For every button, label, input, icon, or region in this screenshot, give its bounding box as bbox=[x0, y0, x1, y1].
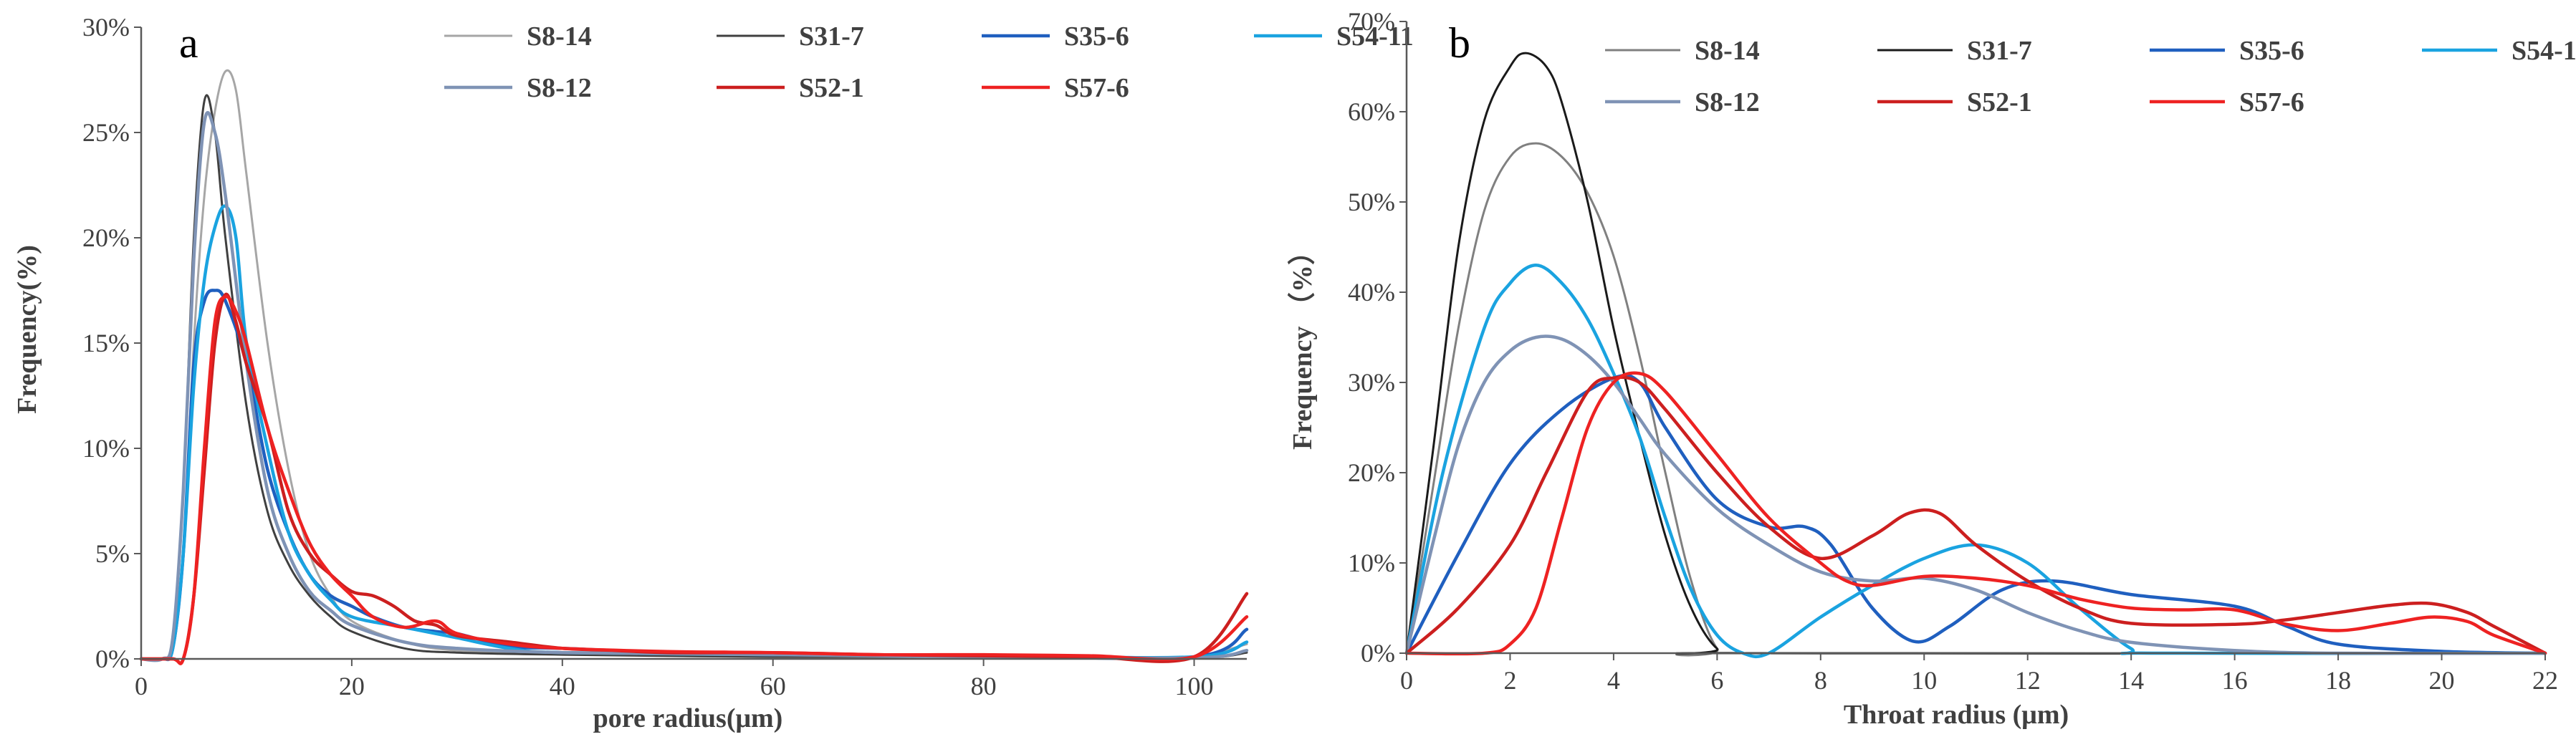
legend-label: S31-7 bbox=[1967, 36, 2032, 66]
legend-item: S57-6 bbox=[982, 73, 1129, 103]
x-tick-label: 18 bbox=[2325, 666, 2351, 695]
legend-label: S35-6 bbox=[1064, 21, 1129, 52]
y-tick-label: 10% bbox=[82, 434, 130, 463]
y-tick-label: 40% bbox=[1348, 278, 1395, 307]
panel-a-chart: 0% 5% 10% 15% 20% 25% 30% 0 20 40 60 80 100 a pore r… bbox=[12, 13, 1414, 733]
y-tick-label: 20% bbox=[82, 223, 130, 252]
legend-label: S54-11 bbox=[1336, 21, 1414, 52]
y-tick-label: 20% bbox=[1348, 458, 1395, 487]
legend-label: S54-11 bbox=[2512, 36, 2576, 66]
series-line-s57-6 bbox=[139, 294, 1249, 665]
legend-item: S8-12 bbox=[444, 73, 592, 103]
x-tick-label: 100 bbox=[1175, 672, 1214, 700]
series-line-s54-11 bbox=[1404, 263, 2547, 659]
legend-item: S8-12 bbox=[1605, 87, 1760, 117]
panel-a-y-axis-label: Frequency(%) bbox=[12, 245, 42, 414]
panel-b-x-axis-label: Throat radius (μm) bbox=[1844, 700, 2069, 730]
y-tick-label: 15% bbox=[82, 329, 130, 357]
legend-label: S57-6 bbox=[1064, 73, 1129, 103]
x-tick-label: 12 bbox=[2015, 666, 2041, 695]
legend-item: S57-6 bbox=[2150, 87, 2304, 117]
x-tick-label: 60 bbox=[760, 672, 786, 700]
x-tick-label: 40 bbox=[550, 672, 575, 700]
y-tick-label: 25% bbox=[82, 118, 130, 147]
x-tick-label: 4 bbox=[1607, 666, 1620, 695]
legend-item: S31-7 bbox=[1877, 36, 2032, 66]
legend-item: S35-6 bbox=[982, 21, 1129, 52]
legend-item: S31-7 bbox=[717, 21, 864, 52]
legend-label: S52-1 bbox=[799, 73, 864, 103]
x-tick-label: 10 bbox=[1911, 666, 1937, 695]
legend-item: S8-14 bbox=[444, 21, 592, 52]
panel-a-x-axis-label: pore radius(μm) bbox=[593, 703, 783, 733]
x-tick-label: 8 bbox=[1814, 666, 1827, 695]
y-tick-label: 0% bbox=[95, 645, 130, 673]
legend-label: S8-12 bbox=[1695, 87, 1760, 117]
panel-b-y-axis-label: Frequency （%） bbox=[1288, 238, 1318, 450]
y-tick-label: 10% bbox=[1348, 549, 1395, 577]
legend-label: S8-14 bbox=[1695, 36, 1760, 66]
y-tick-label: 0% bbox=[1361, 639, 1395, 667]
x-tick-label: 20 bbox=[2429, 666, 2455, 695]
y-tick-label: 30% bbox=[82, 13, 130, 42]
panel-b-letter: b bbox=[1449, 19, 1470, 67]
legend-item: S52-1 bbox=[1877, 87, 2032, 117]
y-tick-label: 30% bbox=[1348, 368, 1395, 397]
x-tick-label: 14 bbox=[2118, 666, 2144, 695]
x-tick-label: 0 bbox=[1400, 666, 1413, 695]
y-tick-label: 50% bbox=[1348, 188, 1395, 216]
legend-label: S52-1 bbox=[1967, 87, 2032, 117]
legend-item: S52-1 bbox=[717, 73, 864, 103]
legend-item: S35-6 bbox=[2150, 36, 2304, 66]
x-tick-label: 2 bbox=[1503, 666, 1516, 695]
x-tick-label: 80 bbox=[971, 672, 997, 700]
x-tick-label: 16 bbox=[2222, 666, 2248, 695]
series-line-s57-6 bbox=[1404, 371, 2547, 656]
y-tick-label: 60% bbox=[1348, 97, 1395, 126]
series-line-s8-12 bbox=[139, 110, 1249, 662]
series-line-s8-12 bbox=[1404, 334, 2547, 655]
legend-item: S8-14 bbox=[1605, 36, 1760, 66]
legend-label: S8-12 bbox=[527, 73, 592, 103]
legend-label: S8-14 bbox=[527, 21, 592, 52]
legend-item: S54-11 bbox=[2422, 36, 2576, 66]
x-tick-label: 20 bbox=[339, 672, 365, 700]
x-tick-label: 6 bbox=[1710, 666, 1723, 695]
series-line-s52-1 bbox=[1404, 375, 2547, 655]
y-tick-label: 5% bbox=[95, 539, 130, 568]
legend-item: S54-11 bbox=[1254, 21, 1414, 52]
x-tick-label: 22 bbox=[2532, 666, 2558, 695]
legend-label: S35-6 bbox=[2239, 36, 2304, 66]
legend-label: S31-7 bbox=[799, 21, 864, 52]
panel-b-chart: 0% 10% 20% 30% 40% 50% 60% 70% 0 2 4 6 8 10 12 14 16 18 20… bbox=[1288, 7, 2576, 730]
x-tick-label: 0 bbox=[135, 672, 148, 700]
y-tick-label: 70% bbox=[1348, 7, 1395, 36]
legend-label: S57-6 bbox=[2239, 87, 2304, 117]
panel-a-letter: a bbox=[179, 19, 198, 67]
